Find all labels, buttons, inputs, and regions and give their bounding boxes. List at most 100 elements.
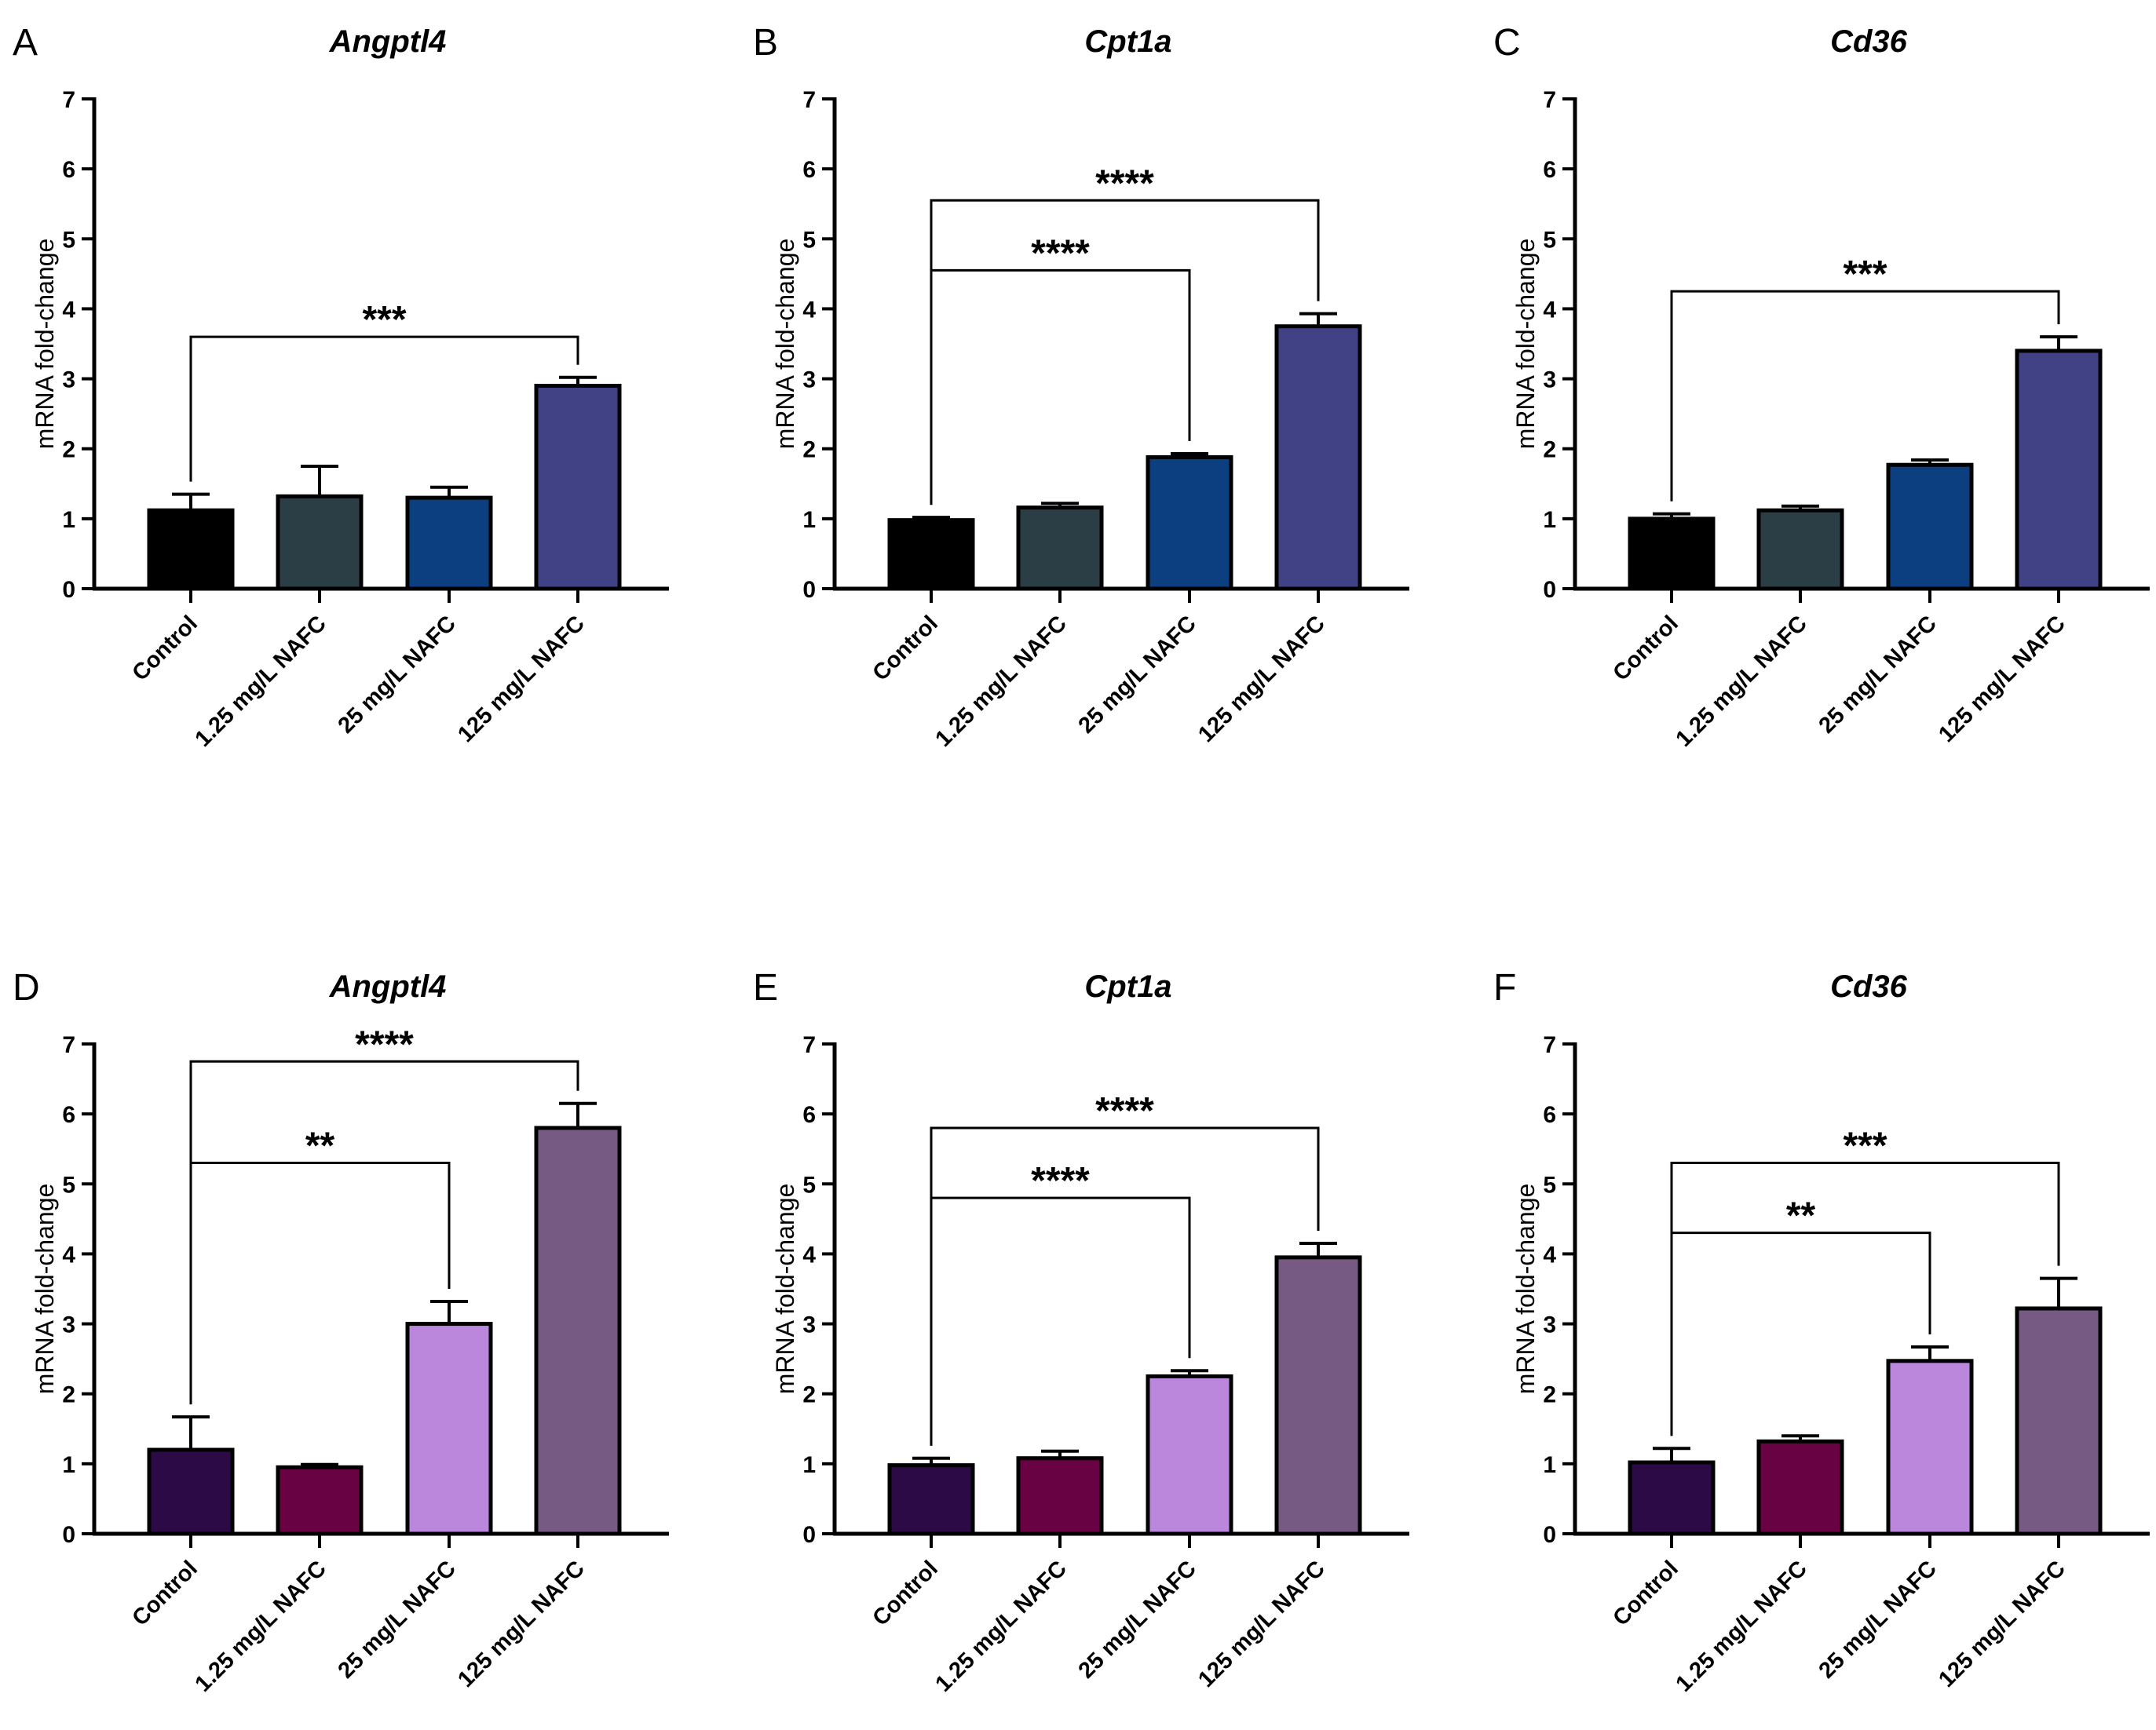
y-tick-label: 3 (802, 1312, 816, 1338)
significance-label: *** (1843, 254, 1887, 295)
chart-title: Cpt1a (1084, 969, 1171, 1004)
bar-3 (1146, 454, 1233, 591)
y-tick-label: 3 (1543, 1312, 1556, 1338)
significance-label: ** (1786, 1195, 1816, 1237)
significance-label: *** (362, 299, 406, 341)
y-tick-label: 7 (1543, 87, 1556, 113)
significance-label: **** (1095, 1090, 1154, 1132)
bar-3 (405, 495, 493, 591)
y-tick-label: 6 (1543, 1102, 1556, 1128)
x-category-label: 125 mg/L NAFC (1193, 611, 1330, 747)
bar-2 (1016, 505, 1104, 591)
y-tick-label: 2 (802, 1382, 816, 1408)
y-tick-label: 5 (62, 1172, 75, 1198)
y-tick-label: 0 (62, 1522, 75, 1548)
x-category-label: 25 mg/L NAFC (334, 1556, 461, 1683)
panel-letter: E (753, 967, 778, 1009)
x-category-label: 125 mg/L NAFC (1193, 1556, 1330, 1692)
chart-title: Angptl4 (329, 969, 447, 1004)
y-axis-label: mRNA fold-change (1511, 1184, 1540, 1395)
panel-letter: F (1493, 967, 1516, 1009)
y-tick-label: 2 (1543, 437, 1556, 463)
x-category-label: 1.25 mg/L NAFC (930, 611, 1072, 752)
y-tick-label: 3 (62, 367, 75, 393)
y-tick-label: 5 (1543, 227, 1556, 253)
bar-4 (534, 1126, 622, 1536)
x-category-label: 25 mg/L NAFC (1074, 611, 1201, 738)
bar-4 (2015, 1306, 2103, 1536)
panel-letter: A (13, 22, 38, 64)
chart-panel-c: C Cd36 mRNA fold-change 0 1 2 3 4 5 6 7 Control1.25… (1493, 22, 2150, 752)
bar-2 (276, 1465, 364, 1536)
significance-bracket (1670, 290, 2060, 502)
x-category-label: Control (1608, 1556, 1683, 1631)
x-category-label: 25 mg/L NAFC (1814, 1556, 1942, 1683)
y-tick-label: 2 (62, 1382, 75, 1408)
x-category-label: 125 mg/L NAFC (453, 611, 590, 747)
y-tick-label: 6 (62, 157, 75, 183)
y-tick-label: 1 (1543, 1452, 1556, 1478)
x-category-label: 125 mg/L NAFC (1934, 1556, 2070, 1692)
y-tick-label: 1 (62, 507, 75, 533)
y-axis-label: mRNA fold-change (1511, 239, 1540, 450)
x-category-label: 1.25 mg/L NAFC (190, 1556, 331, 1697)
y-axis-label: mRNA fold-change (31, 1184, 59, 1395)
bar-1 (147, 508, 235, 591)
y-tick-label: 5 (62, 227, 75, 253)
y-axis-label: mRNA fold-change (771, 239, 799, 450)
significance-bracket (189, 1060, 579, 1405)
y-tick-label: 4 (802, 1242, 816, 1268)
significance-bracket (189, 335, 579, 482)
significance-bracket (930, 1126, 1320, 1446)
panel-letter: C (1493, 22, 1521, 64)
y-tick-label: 2 (62, 437, 75, 463)
y-tick-label: 1 (62, 1452, 75, 1478)
chart-title: Cd36 (1830, 969, 1908, 1004)
y-tick-label: 7 (1543, 1032, 1556, 1058)
significance-label: ** (305, 1126, 335, 1167)
y-tick-label: 4 (62, 297, 75, 323)
y-tick-label: 7 (62, 87, 75, 113)
panel-letter: B (753, 22, 778, 64)
y-tick-label: 1 (802, 507, 816, 533)
significance-label: **** (1095, 162, 1154, 204)
y-tick-label: 0 (1543, 1522, 1556, 1548)
y-tick-label: 0 (802, 577, 816, 603)
y-axis-label: mRNA fold-change (31, 239, 59, 450)
y-tick-label: 0 (1543, 577, 1556, 603)
x-category-label: 1.25 mg/L NAFC (190, 611, 331, 752)
y-tick-label: 7 (802, 87, 816, 113)
x-category-label: Control (868, 611, 943, 686)
bar-1 (1628, 516, 1716, 591)
y-tick-label: 0 (802, 1522, 816, 1548)
bar-1 (147, 1447, 235, 1536)
bar-3 (405, 1322, 493, 1536)
bar-4 (534, 383, 622, 591)
x-category-label: Control (127, 1556, 203, 1631)
bar-2 (276, 494, 364, 591)
x-category-label: 125 mg/L NAFC (1934, 611, 2070, 747)
y-tick-label: 5 (1543, 1172, 1556, 1198)
chart-title: Cd36 (1830, 24, 1908, 59)
bar-1 (887, 1463, 975, 1536)
x-category-label: Control (127, 611, 203, 686)
bar-2 (1756, 1439, 1844, 1536)
y-tick-label: 5 (802, 1172, 816, 1198)
significance-label: *** (1843, 1126, 1887, 1167)
y-tick-label: 3 (62, 1312, 75, 1338)
y-tick-label: 1 (1543, 507, 1556, 533)
x-category-label: Control (868, 1556, 943, 1631)
bar-3 (1886, 1359, 1974, 1536)
x-category-label: 1.25 mg/L NAFC (1671, 1556, 1812, 1697)
y-tick-label: 4 (62, 1242, 75, 1268)
y-tick-label: 3 (802, 367, 816, 393)
chart-panel-f: F Cd36 mRNA fold-change 0 1 2 3 4 5 6 7 Control1.25… (1493, 967, 2150, 1697)
y-tick-label: 4 (802, 297, 816, 323)
y-tick-label: 2 (802, 437, 816, 463)
bar-4 (1274, 324, 1362, 591)
x-category-label: 25 mg/L NAFC (1074, 1556, 1201, 1683)
chart-title: Cpt1a (1084, 24, 1171, 59)
x-category-label: 125 mg/L NAFC (453, 1556, 590, 1692)
significance-label: **** (1031, 1160, 1090, 1202)
